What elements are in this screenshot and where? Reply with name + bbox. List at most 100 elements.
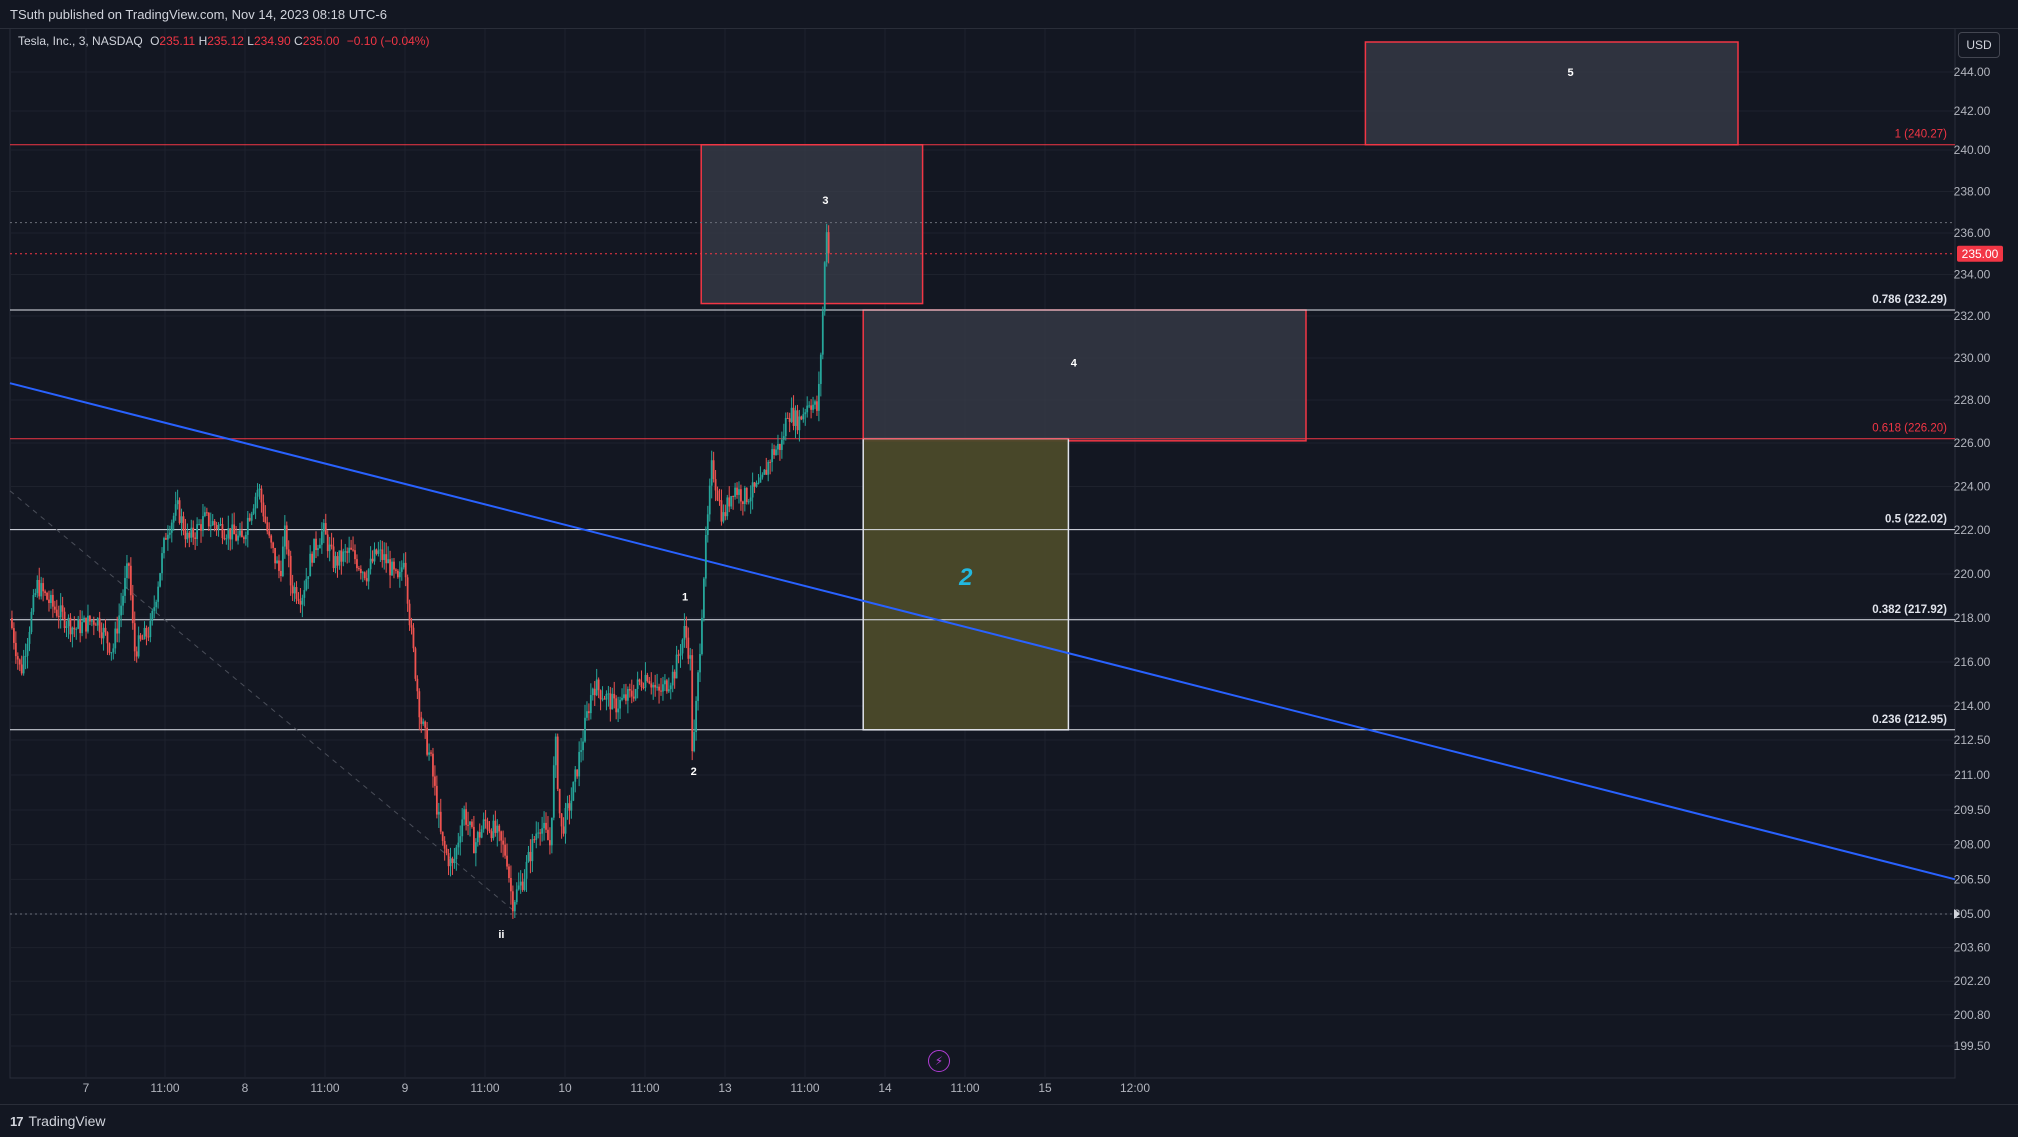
candle-body (679, 653, 682, 656)
candle-body (691, 655, 694, 752)
currency-button[interactable]: USD (1958, 32, 2000, 58)
candle-body (317, 548, 319, 551)
candle-body (673, 671, 676, 679)
candle-body (634, 689, 637, 699)
candle-body (617, 708, 620, 713)
x-tick-label: 14 (878, 1081, 892, 1095)
candle-body (145, 627, 148, 637)
candle-body (808, 405, 811, 407)
candle-body (819, 354, 822, 384)
candle-body (46, 592, 48, 600)
zone-5 (1364, 41, 1739, 146)
candle-body (118, 615, 121, 634)
candle-body (287, 549, 290, 556)
candle-body (377, 550, 380, 554)
candle-body (765, 469, 768, 475)
candle-body (379, 549, 382, 551)
candle-body (550, 817, 553, 846)
candle-body (338, 550, 341, 566)
fib-label-0.236: 0.236 (212.95) (1872, 714, 1947, 726)
x-tick-label: 11:00 (790, 1081, 819, 1095)
candle-body (496, 825, 499, 833)
candle-body (738, 489, 740, 495)
zone-4 (862, 309, 1307, 442)
candle-body (611, 693, 614, 710)
candle-body (457, 842, 460, 848)
candle-body (566, 803, 569, 809)
candle-body (176, 500, 179, 505)
candle-body (301, 597, 304, 605)
candle-body (231, 524, 234, 540)
candle-body (716, 490, 719, 501)
candle-body (648, 681, 651, 684)
candle-body (108, 643, 111, 653)
candle-body (471, 821, 473, 827)
symbol-name[interactable]: Tesla, Inc., 3, NASDAQ (18, 34, 143, 48)
y-tick-label: 216.00 (1954, 655, 1991, 669)
candle-body (170, 522, 173, 533)
candle-body (350, 547, 352, 550)
y-tick-label: 205.00 (1954, 907, 1991, 921)
candle-body (190, 527, 193, 538)
candle-body (699, 654, 701, 673)
candle-body (20, 664, 23, 674)
candle-body (217, 524, 220, 530)
candle-body (720, 500, 723, 522)
candle-body (268, 531, 271, 536)
candle-body (124, 577, 126, 596)
fib-label-0.786: 0.786 (232.29) (1872, 294, 1947, 306)
candle-body (451, 858, 454, 864)
candle-body (821, 311, 824, 355)
candle-body (432, 753, 434, 777)
candle-body (375, 549, 378, 554)
candle-body (591, 688, 594, 696)
candle-body (320, 531, 323, 545)
candle-body (570, 800, 573, 811)
candle-body (430, 752, 432, 754)
candle-body (652, 684, 655, 688)
candle-body (506, 855, 508, 867)
candle-body (83, 617, 85, 623)
candle-body (151, 610, 154, 622)
candle-body (209, 525, 212, 527)
candle-body (26, 643, 29, 656)
candle-body (484, 819, 487, 822)
candle-body (305, 579, 308, 591)
candle-body (38, 579, 41, 597)
candle-body (161, 553, 163, 574)
legend-c-label: C (294, 34, 303, 48)
candle-body (266, 522, 269, 532)
candle-body (332, 546, 335, 569)
candle-body (706, 514, 709, 536)
footer: 17 TradingView (0, 1104, 2018, 1137)
candle-body (587, 711, 590, 714)
candle-body (677, 654, 680, 656)
candle-body (127, 563, 130, 566)
candle-body (722, 512, 725, 522)
lightning-icon[interactable]: ⚡ (928, 1050, 950, 1072)
candle-body (57, 615, 60, 618)
candle-body (254, 496, 257, 509)
candle-body (365, 578, 368, 582)
candle-body (412, 627, 415, 649)
candle-body (508, 866, 510, 879)
candle-body (786, 417, 789, 419)
last-price-tag (1957, 245, 2003, 262)
candle-body (225, 538, 228, 540)
candle-body (334, 556, 337, 569)
y-tick-label: 234.00 (1954, 268, 1991, 282)
candle-body (539, 832, 542, 834)
candle-body (535, 833, 538, 840)
candle-body (153, 607, 156, 611)
candle-body (753, 482, 756, 487)
brand[interactable]: 17 TradingView (10, 1113, 106, 1129)
candle-body (122, 595, 124, 606)
candle-body (504, 844, 506, 856)
candle-body (340, 550, 343, 562)
candle-body (519, 881, 522, 886)
candle-body (710, 460, 713, 486)
candle-body (434, 776, 436, 786)
legend-change: −0.10 (−0.04%) (346, 34, 430, 48)
candle-body (662, 684, 664, 692)
